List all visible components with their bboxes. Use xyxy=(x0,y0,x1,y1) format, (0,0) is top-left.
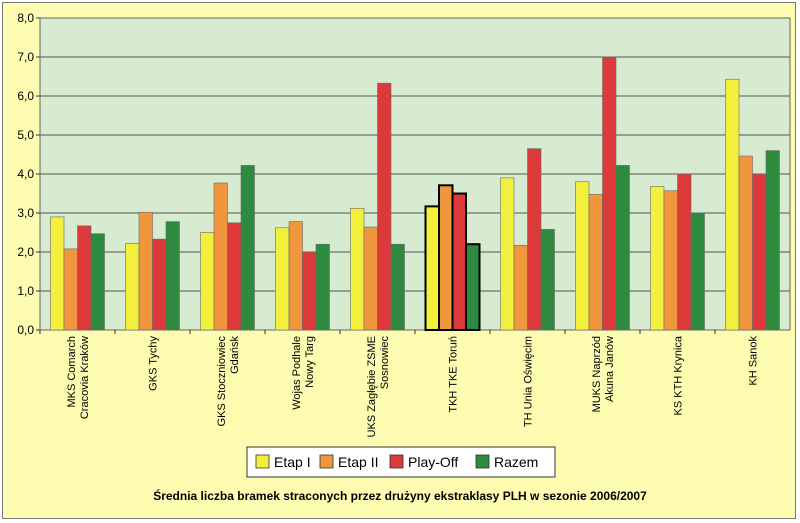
x-category-label-line: TH Unia Oświęcim xyxy=(523,336,535,427)
x-category-label-line: UKS Zagłębie ZSME xyxy=(366,336,378,437)
legend: Etap I Etap II Play-Off Razem xyxy=(246,446,556,478)
x-category-label: UKS Zagłębie ZSME Sosnowiec xyxy=(366,336,391,438)
y-tick-label: 4,0 xyxy=(17,167,34,181)
bar-play-off-8 xyxy=(677,173,692,331)
bar-play-off-6 xyxy=(527,148,542,331)
x-category-label-line: Akuna Janów xyxy=(604,336,616,402)
x-category-label: GKS Tychy xyxy=(148,336,160,391)
x-category-label: KS KTH Krynica xyxy=(673,335,685,415)
x-category-label-line: Sosnowiec xyxy=(379,336,391,390)
x-category-label-line: Nowy Targ xyxy=(304,336,316,388)
x-category-label: TH Unia Oświęcim xyxy=(523,336,535,427)
y-tick-label: 5,0 xyxy=(17,128,34,142)
x-category-label-line: Wojas Podhale xyxy=(291,336,303,410)
y-tick-label: 2,0 xyxy=(17,245,34,259)
bar-razem-3 xyxy=(315,243,330,331)
y-tick-label: 6,0 xyxy=(17,89,34,103)
bar-play-off-2 xyxy=(227,222,242,331)
bar-etap-ii-8 xyxy=(663,190,678,331)
bar-etap-i-3 xyxy=(275,227,290,331)
bar-etap-ii-7 xyxy=(588,193,603,331)
bar-razem-8 xyxy=(690,212,705,331)
bar-etap-ii-6 xyxy=(513,245,528,331)
bar-play-off-3 xyxy=(302,251,317,331)
bar-etap-ii-0 xyxy=(63,248,78,331)
x-category-label-line: MKS Comarch xyxy=(66,336,78,408)
x-category-label-line: KS KTH Krynica xyxy=(673,335,685,415)
y-tick-label: 8,0 xyxy=(17,11,34,25)
bar-razem-4 xyxy=(390,243,405,331)
bar-etap-i-2 xyxy=(200,232,215,331)
y-tick-label: 1,0 xyxy=(17,284,34,298)
x-axis-labels: MKS Comarch Cracovia Kraków GKS Tychy GKS S… xyxy=(39,330,760,438)
bar-play-off-0 xyxy=(77,225,92,331)
bar-razem-1 xyxy=(165,221,180,331)
x-category-label-line: KH Sanok xyxy=(748,336,760,386)
bar-play-off-4 xyxy=(377,82,392,331)
bar-etap-i-1 xyxy=(125,243,140,331)
legend-label: Razem xyxy=(494,454,538,470)
bar-razem-9 xyxy=(765,150,780,331)
x-category-label: KH Sanok xyxy=(748,336,760,386)
bar-etap-i-4 xyxy=(350,208,365,331)
x-category-label: Wojas Podhale Nowy Targ xyxy=(291,336,316,410)
bar-play-off-7 xyxy=(602,56,617,331)
y-tick-label: 7,0 xyxy=(17,50,34,64)
bar-etap-ii-9 xyxy=(738,155,753,331)
bar-razem-6 xyxy=(540,229,555,331)
legend-swatch xyxy=(319,454,334,469)
legend-swatch xyxy=(389,454,404,469)
legend-label: Play-Off xyxy=(408,454,458,470)
bar-etap-ii-3 xyxy=(288,221,303,331)
bars xyxy=(50,56,780,331)
bar-play-off-1 xyxy=(152,238,167,331)
y-axis-ticks: 0,0 1,0 2,0 3,0 4,0 5,0 6,0 7,0 8,0 xyxy=(17,11,40,337)
bar-razem-0 xyxy=(90,233,105,331)
bar-etap-i-9 xyxy=(725,78,740,331)
y-tick-label: 0,0 xyxy=(17,323,34,337)
bar-razem-2 xyxy=(240,165,255,331)
x-category-label: MUKS Naprzód Akuna Janów xyxy=(591,336,616,412)
legend-label: Etap II xyxy=(338,454,378,470)
x-category-label-line: GKS Tychy xyxy=(148,336,160,391)
bar-etap-i-7 xyxy=(575,181,590,331)
bar-etap-ii-1 xyxy=(138,211,153,331)
x-category-label-line: GKS Stoczniowiec xyxy=(216,336,228,427)
x-category-label: TKH TKE Toruń xyxy=(448,336,460,413)
bar-etap-i-8 xyxy=(650,186,665,331)
bar-play-off-5 xyxy=(451,192,467,331)
legend-swatch xyxy=(475,454,490,469)
y-tick-label: 3,0 xyxy=(17,206,34,220)
bar-etap-ii-5 xyxy=(438,184,454,331)
x-category-label-line: Cracovia Kraków xyxy=(79,336,91,419)
x-category-label: GKS Stoczniowiec Gdańsk xyxy=(216,336,241,427)
bar-razem-5 xyxy=(465,243,481,331)
x-category-label-line: TKH TKE Toruń xyxy=(448,336,460,413)
legend-label: Etap I xyxy=(274,454,311,470)
bar-razem-7 xyxy=(615,165,630,331)
bar-etap-ii-2 xyxy=(213,182,228,331)
bar-etap-i-6 xyxy=(500,177,515,331)
bar-etap-i-0 xyxy=(50,216,65,331)
x-category-label-line: Gdańsk xyxy=(229,336,241,374)
bar-play-off-9 xyxy=(752,173,767,331)
chart-title: Średnia liczba bramek straconych przez d… xyxy=(153,488,647,503)
bar-etap-ii-4 xyxy=(363,226,378,331)
x-category-label-line: MUKS Naprzód xyxy=(591,336,603,412)
legend-swatch xyxy=(255,454,270,469)
x-category-label: MKS Comarch Cracovia Kraków xyxy=(66,336,91,419)
bar-etap-i-5 xyxy=(424,205,440,331)
